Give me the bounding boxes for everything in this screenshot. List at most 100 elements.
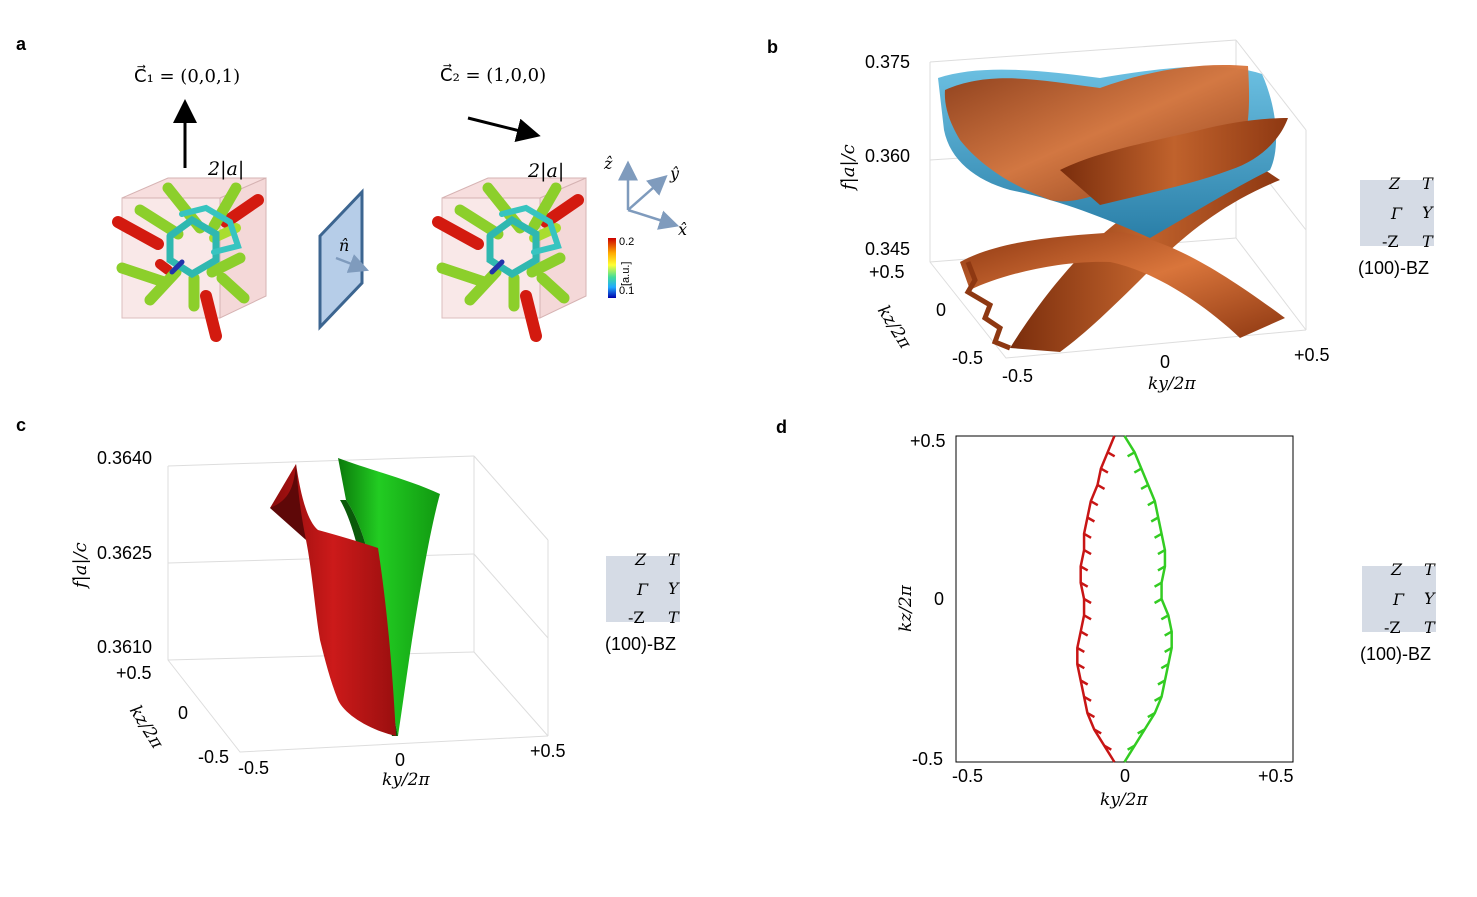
bz-c-mz: -Z [628, 608, 645, 627]
bz-c-t1: T [668, 550, 679, 569]
c1-vector-label: C⃗₁ = (0,0,1) [134, 66, 241, 87]
colorbar [608, 238, 616, 298]
plot-d-curve-1-tick [1086, 712, 1096, 719]
y-axis-label: ŷ [670, 164, 680, 183]
c-kztick-1: +0.5 [116, 663, 152, 683]
plot-d-curve-1-tick [1086, 516, 1096, 523]
b-kytick-3: +0.5 [1294, 345, 1330, 365]
bz-b-caption: (100)-BZ [1358, 258, 1430, 278]
plot-d-curve-2-tick [1164, 630, 1173, 637]
bz-d-t1: T [1424, 560, 1435, 579]
bz-inset-c: Z T Γ Y -Z T [606, 550, 680, 627]
bz-inset-d: Z T Γ Y -Z T [1362, 560, 1436, 637]
lattice-left-label: 2|a| [208, 158, 245, 180]
b-ztick-1: 0.375 [865, 52, 911, 72]
bz-d-z: Z [1391, 560, 1403, 579]
bz-d-gamma: Γ [1393, 590, 1405, 609]
plot-d-curve-1-tick [1083, 695, 1092, 702]
d-kztick-3: -0.5 [912, 749, 944, 769]
plot-d-curve-1-tick [1076, 646, 1085, 653]
c-kztick-3: -0.5 [198, 747, 230, 767]
b-kztick-2: 0 [936, 300, 947, 320]
plot-d-curve-2-tick [1157, 565, 1166, 572]
plot-d-curve-1-tick [1107, 451, 1116, 458]
panel-label-a: a [16, 34, 27, 54]
d-kzlabel: kz/2π [896, 585, 916, 632]
bz-b-z: Z [1389, 174, 1401, 193]
bz-c-y: Y [668, 579, 679, 598]
plot-d-curve-2-tick [1153, 532, 1163, 539]
d-kylabel: ky/2π [1100, 790, 1148, 810]
plot-d-curve-1-tick [1083, 549, 1092, 556]
plot-d-curve-2-tick [1126, 451, 1136, 458]
plot-d-curve-1-tick [1076, 663, 1085, 670]
plot-d-curve-2-tick [1133, 467, 1142, 474]
plot-d-curve-2-tick [1160, 663, 1169, 670]
d-kztick-2: 0 [934, 589, 945, 609]
plot-d-curve-1-tick [1080, 581, 1089, 588]
b-kztick-1: +0.5 [869, 262, 905, 282]
lattice-right [432, 177, 587, 342]
z-axis-label: ẑ [604, 154, 613, 173]
b-kylabel: ky/2π [1148, 374, 1196, 394]
plot-d-curve-2-tick [1137, 728, 1146, 735]
bz-c-t2: T [668, 608, 679, 627]
x-axis-label: x̂ [678, 220, 688, 239]
plot-d-curve-1-tick [1100, 467, 1109, 474]
b-ztick-3: 0.345 [865, 239, 911, 259]
d-kytick-2: 0 [1120, 766, 1131, 786]
bz-b-t1: T [1422, 174, 1433, 193]
b-kytick-1: -0.5 [1002, 366, 1034, 386]
c-ztick-3: 0.3610 [97, 637, 153, 657]
plot-d-curve-2-tick [1150, 516, 1159, 523]
c2-arrow [467, 116, 541, 143]
bz-d-caption: (100)-BZ [1360, 644, 1432, 664]
b-kytick-2: 0 [1160, 352, 1171, 372]
c-kylabel: ky/2π [382, 770, 430, 790]
bz-d-t2: T [1424, 618, 1435, 637]
c-ztick-2: 0.3625 [97, 543, 153, 563]
c-kytick-1: -0.5 [238, 758, 270, 778]
colorbar-min: 0.1 [619, 285, 635, 297]
panel-label-c: c [16, 415, 27, 435]
bz-c-caption: (100)-BZ [605, 634, 677, 654]
plot-d-curve-1-tick [1093, 728, 1102, 735]
normal-label: n̂ [339, 236, 350, 255]
plot-d-curve-1-tick [1090, 500, 1099, 507]
plot-d-curve-2-tick [1147, 500, 1156, 507]
d-kytick-3: +0.5 [1258, 766, 1294, 786]
bz-b-t2: T [1422, 232, 1433, 251]
plot-d-curve-2-tick [1153, 581, 1163, 588]
bz-c-z: Z [635, 550, 647, 569]
plot-d-curve-2-tick [1147, 712, 1156, 719]
c2-vector-label: C⃗₂ = (1,0,0) [440, 65, 547, 86]
plot-d-curve-1-tick [1080, 565, 1089, 572]
b-ztick-2: 0.360 [865, 146, 911, 166]
d-kytick-1: -0.5 [952, 766, 984, 786]
plot-d-curve-2-tick [1126, 744, 1136, 751]
bz-d-y: Y [1424, 589, 1435, 608]
panel-label-b: b [767, 37, 778, 57]
axis-triad [618, 160, 680, 230]
plot-d-curve-2-tick [1157, 679, 1166, 686]
plot-d-curve-1-tick [1103, 744, 1112, 751]
bz-b-mz: -Z [1382, 232, 1399, 251]
bz-b-y: Y [1422, 203, 1433, 222]
plot-d-curve-2-tick [1153, 597, 1163, 605]
plot-d-curve-2-tick [1157, 549, 1166, 556]
plot-d-curve-2-tick [1160, 614, 1169, 621]
plot-d-curve-2-tick [1153, 695, 1163, 702]
c-kztick-2: 0 [178, 703, 189, 723]
plot-d-curve-1-tick [1080, 630, 1089, 637]
colorbar-max: 0.2 [619, 236, 635, 248]
bz-inset-b: Z T Γ Y -Z T [1360, 174, 1434, 251]
bz-b-gamma: Γ [1391, 204, 1403, 223]
plot-d-curve-2-tick [1164, 646, 1173, 653]
plot-d-curve-1-tick [1080, 679, 1089, 686]
panel-label-d: d [776, 417, 787, 437]
lattice-right-label: 2|a| [528, 160, 565, 182]
